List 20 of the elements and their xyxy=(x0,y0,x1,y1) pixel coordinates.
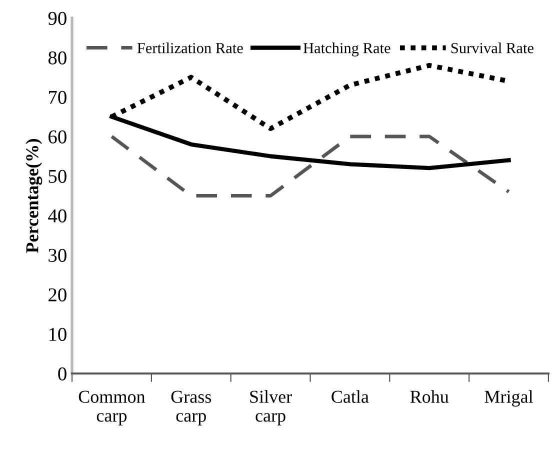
y-tick-label: 40 xyxy=(48,209,66,222)
y-tick-label: 10 xyxy=(49,328,66,341)
legend-label: Survival Rate xyxy=(451,42,534,54)
y-tick-label: 30 xyxy=(48,248,66,262)
x-tick-label: Catla xyxy=(332,390,369,403)
x-tick-label: Grass carp xyxy=(171,390,212,426)
y-tick-label: 50 xyxy=(48,170,66,183)
y-tick-label: 90 xyxy=(48,12,66,25)
y-axis-title: Percentage(%) xyxy=(26,139,42,253)
x-tick-label: Rohu xyxy=(410,390,449,403)
x-tick-label: Mrigal xyxy=(484,390,533,407)
legend-label: Fertilization Rate xyxy=(137,42,243,54)
y-tick-label: 70 xyxy=(48,90,66,104)
y-tick-label: 0 xyxy=(58,367,66,380)
y-tick-label: 20 xyxy=(48,288,66,302)
y-tick-label: 60 xyxy=(48,130,66,144)
y-tick-label: 80 xyxy=(48,51,66,64)
x-tick-label: Common carp xyxy=(78,390,146,426)
legend-label: Hatching Rate xyxy=(303,42,390,56)
x-tick-label: Silver carp xyxy=(250,390,292,426)
